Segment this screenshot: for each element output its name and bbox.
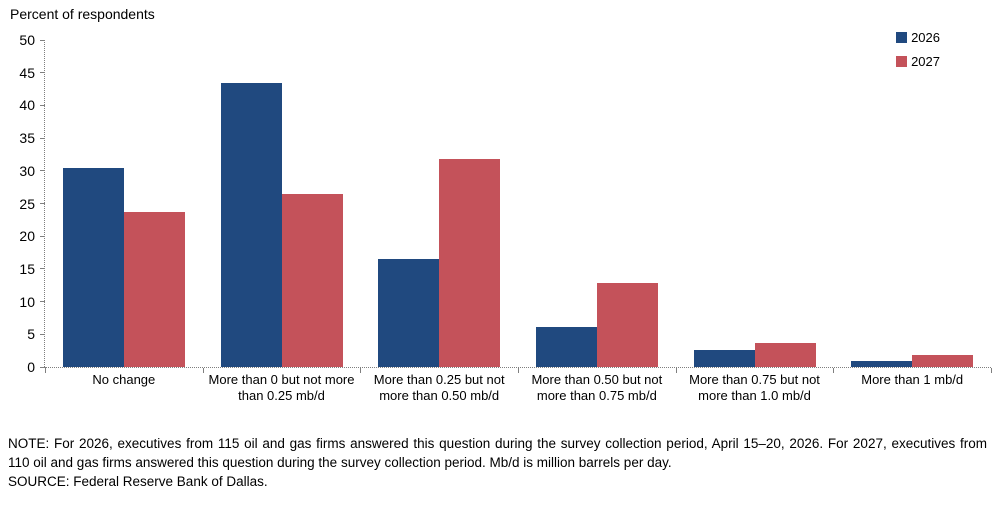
legend-item-2027: 2027 xyxy=(896,54,940,69)
x-axis-label: No change xyxy=(92,372,156,387)
bar-2027-0 xyxy=(123,212,185,367)
bar-group xyxy=(518,40,676,367)
bar-2027-3 xyxy=(596,283,658,367)
plot-area: No change More than 0 but not more than 0… xyxy=(19,32,992,403)
x-axis-tick xyxy=(518,368,519,373)
y-axis-tick xyxy=(40,203,45,204)
bar-group xyxy=(676,40,834,367)
bar-2027-4 xyxy=(754,342,816,367)
bar-group xyxy=(833,40,991,367)
y-axis-tick xyxy=(40,301,45,303)
bar-group xyxy=(360,40,518,367)
legend-swatch-icon xyxy=(896,32,908,43)
y-axis-tick xyxy=(40,366,45,368)
y-axis-tick xyxy=(40,333,45,335)
x-axis-label: More than 1 mb/d xyxy=(861,372,964,387)
x-axis-label: More than 0.75 but not more than 1.0 mb/… xyxy=(689,372,820,403)
y-axis-tick xyxy=(40,235,45,237)
bar-2026-3 xyxy=(535,327,597,367)
legend-label: 2027 xyxy=(911,54,940,69)
x-axis-label: More than 0 but not more than 0.25 mb/d xyxy=(208,372,355,403)
y-axis-tick xyxy=(40,72,45,74)
bar-group xyxy=(45,40,203,367)
bar-2026-4 xyxy=(693,350,755,367)
y-axis-tick-label: 35 xyxy=(19,130,35,147)
legend-item-2026: 2026 xyxy=(896,30,940,45)
source-text: SOURCE: Federal Reserve Bank of Dallas. xyxy=(8,474,268,489)
y-axis-tick xyxy=(40,170,45,172)
x-axis-tick xyxy=(675,368,677,373)
x-axis-tick xyxy=(45,368,46,373)
note-text: NOTE: For 2026, executives from 115 oil … xyxy=(8,436,987,470)
bar-group xyxy=(203,40,361,367)
bar-2026-5 xyxy=(851,361,913,367)
bar-groups xyxy=(45,40,991,367)
y-axis-tick-label: 30 xyxy=(19,162,35,179)
x-axis-label: More than 0.25 but not more than 0.50 mb… xyxy=(373,372,505,403)
bar-2026-2 xyxy=(378,259,440,367)
y-axis-tick-label: 40 xyxy=(19,97,35,114)
y-axis-tick xyxy=(40,39,45,41)
y-axis-tick-label: 5 xyxy=(27,326,35,343)
y-axis-tick-label: 50 xyxy=(19,32,35,48)
bar-2027-5 xyxy=(912,355,974,367)
footnotes: NOTE: For 2026, executives from 115 oil … xyxy=(8,434,987,491)
x-axis-line xyxy=(45,367,991,368)
legend-label: 2026 xyxy=(911,30,940,45)
y-axis-tick-label: 0 xyxy=(27,359,35,375)
x-axis-tick xyxy=(360,368,362,373)
y-axis-tick xyxy=(40,137,45,139)
y-axis-tick-label: 15 xyxy=(19,260,35,277)
y-axis-tick-label: 25 xyxy=(19,195,35,212)
x-axis-tick xyxy=(991,368,992,373)
bar-2027-1 xyxy=(281,194,343,367)
x-axis-label: More than 0.50 but not more than 0.75 mb… xyxy=(531,372,663,403)
bar-2027-2 xyxy=(439,159,501,367)
legend: 2026 2027 xyxy=(896,30,940,69)
chart-title: Percent of respondents xyxy=(10,6,155,22)
x-axis-tick xyxy=(202,368,204,373)
bar-2026-0 xyxy=(62,168,124,367)
y-axis-tick-label: 45 xyxy=(19,64,35,81)
y-axis-tick xyxy=(40,268,45,270)
y-axis-tick-label: 20 xyxy=(19,228,35,245)
x-axis-labels: No change More than 0 but not more than 0… xyxy=(45,367,991,404)
y-axis-tick-label: 10 xyxy=(19,293,35,310)
y-axis-tick xyxy=(40,104,45,106)
legend-swatch-icon xyxy=(896,56,908,67)
x-axis-tick xyxy=(833,368,835,373)
bar-2026-1 xyxy=(220,82,282,367)
